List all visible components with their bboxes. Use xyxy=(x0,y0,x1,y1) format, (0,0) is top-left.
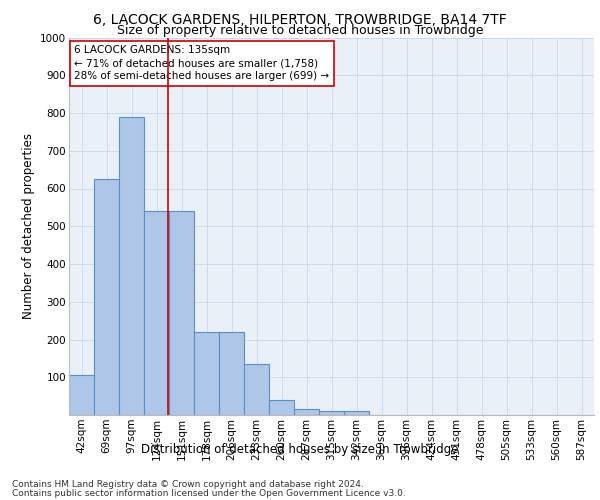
Bar xyxy=(319,411,344,415)
Text: Distribution of detached houses by size in Trowbridge: Distribution of detached houses by size … xyxy=(141,442,459,456)
Bar xyxy=(119,117,144,415)
Bar xyxy=(94,179,119,415)
Bar xyxy=(294,410,319,415)
Bar xyxy=(69,376,94,415)
Bar xyxy=(169,211,194,415)
Text: Contains HM Land Registry data © Crown copyright and database right 2024.: Contains HM Land Registry data © Crown c… xyxy=(12,480,364,489)
Text: Contains public sector information licensed under the Open Government Licence v3: Contains public sector information licen… xyxy=(12,488,406,498)
Bar xyxy=(219,332,244,415)
Text: Size of property relative to detached houses in Trowbridge: Size of property relative to detached ho… xyxy=(117,24,483,37)
Y-axis label: Number of detached properties: Number of detached properties xyxy=(22,133,35,320)
Bar xyxy=(244,364,269,415)
Text: 6 LACOCK GARDENS: 135sqm
← 71% of detached houses are smaller (1,758)
28% of sem: 6 LACOCK GARDENS: 135sqm ← 71% of detach… xyxy=(74,45,329,82)
Bar xyxy=(194,332,219,415)
Bar xyxy=(344,411,369,415)
Text: 6, LACOCK GARDENS, HILPERTON, TROWBRIDGE, BA14 7TF: 6, LACOCK GARDENS, HILPERTON, TROWBRIDGE… xyxy=(93,12,507,26)
Bar xyxy=(144,211,169,415)
Bar xyxy=(269,400,294,415)
